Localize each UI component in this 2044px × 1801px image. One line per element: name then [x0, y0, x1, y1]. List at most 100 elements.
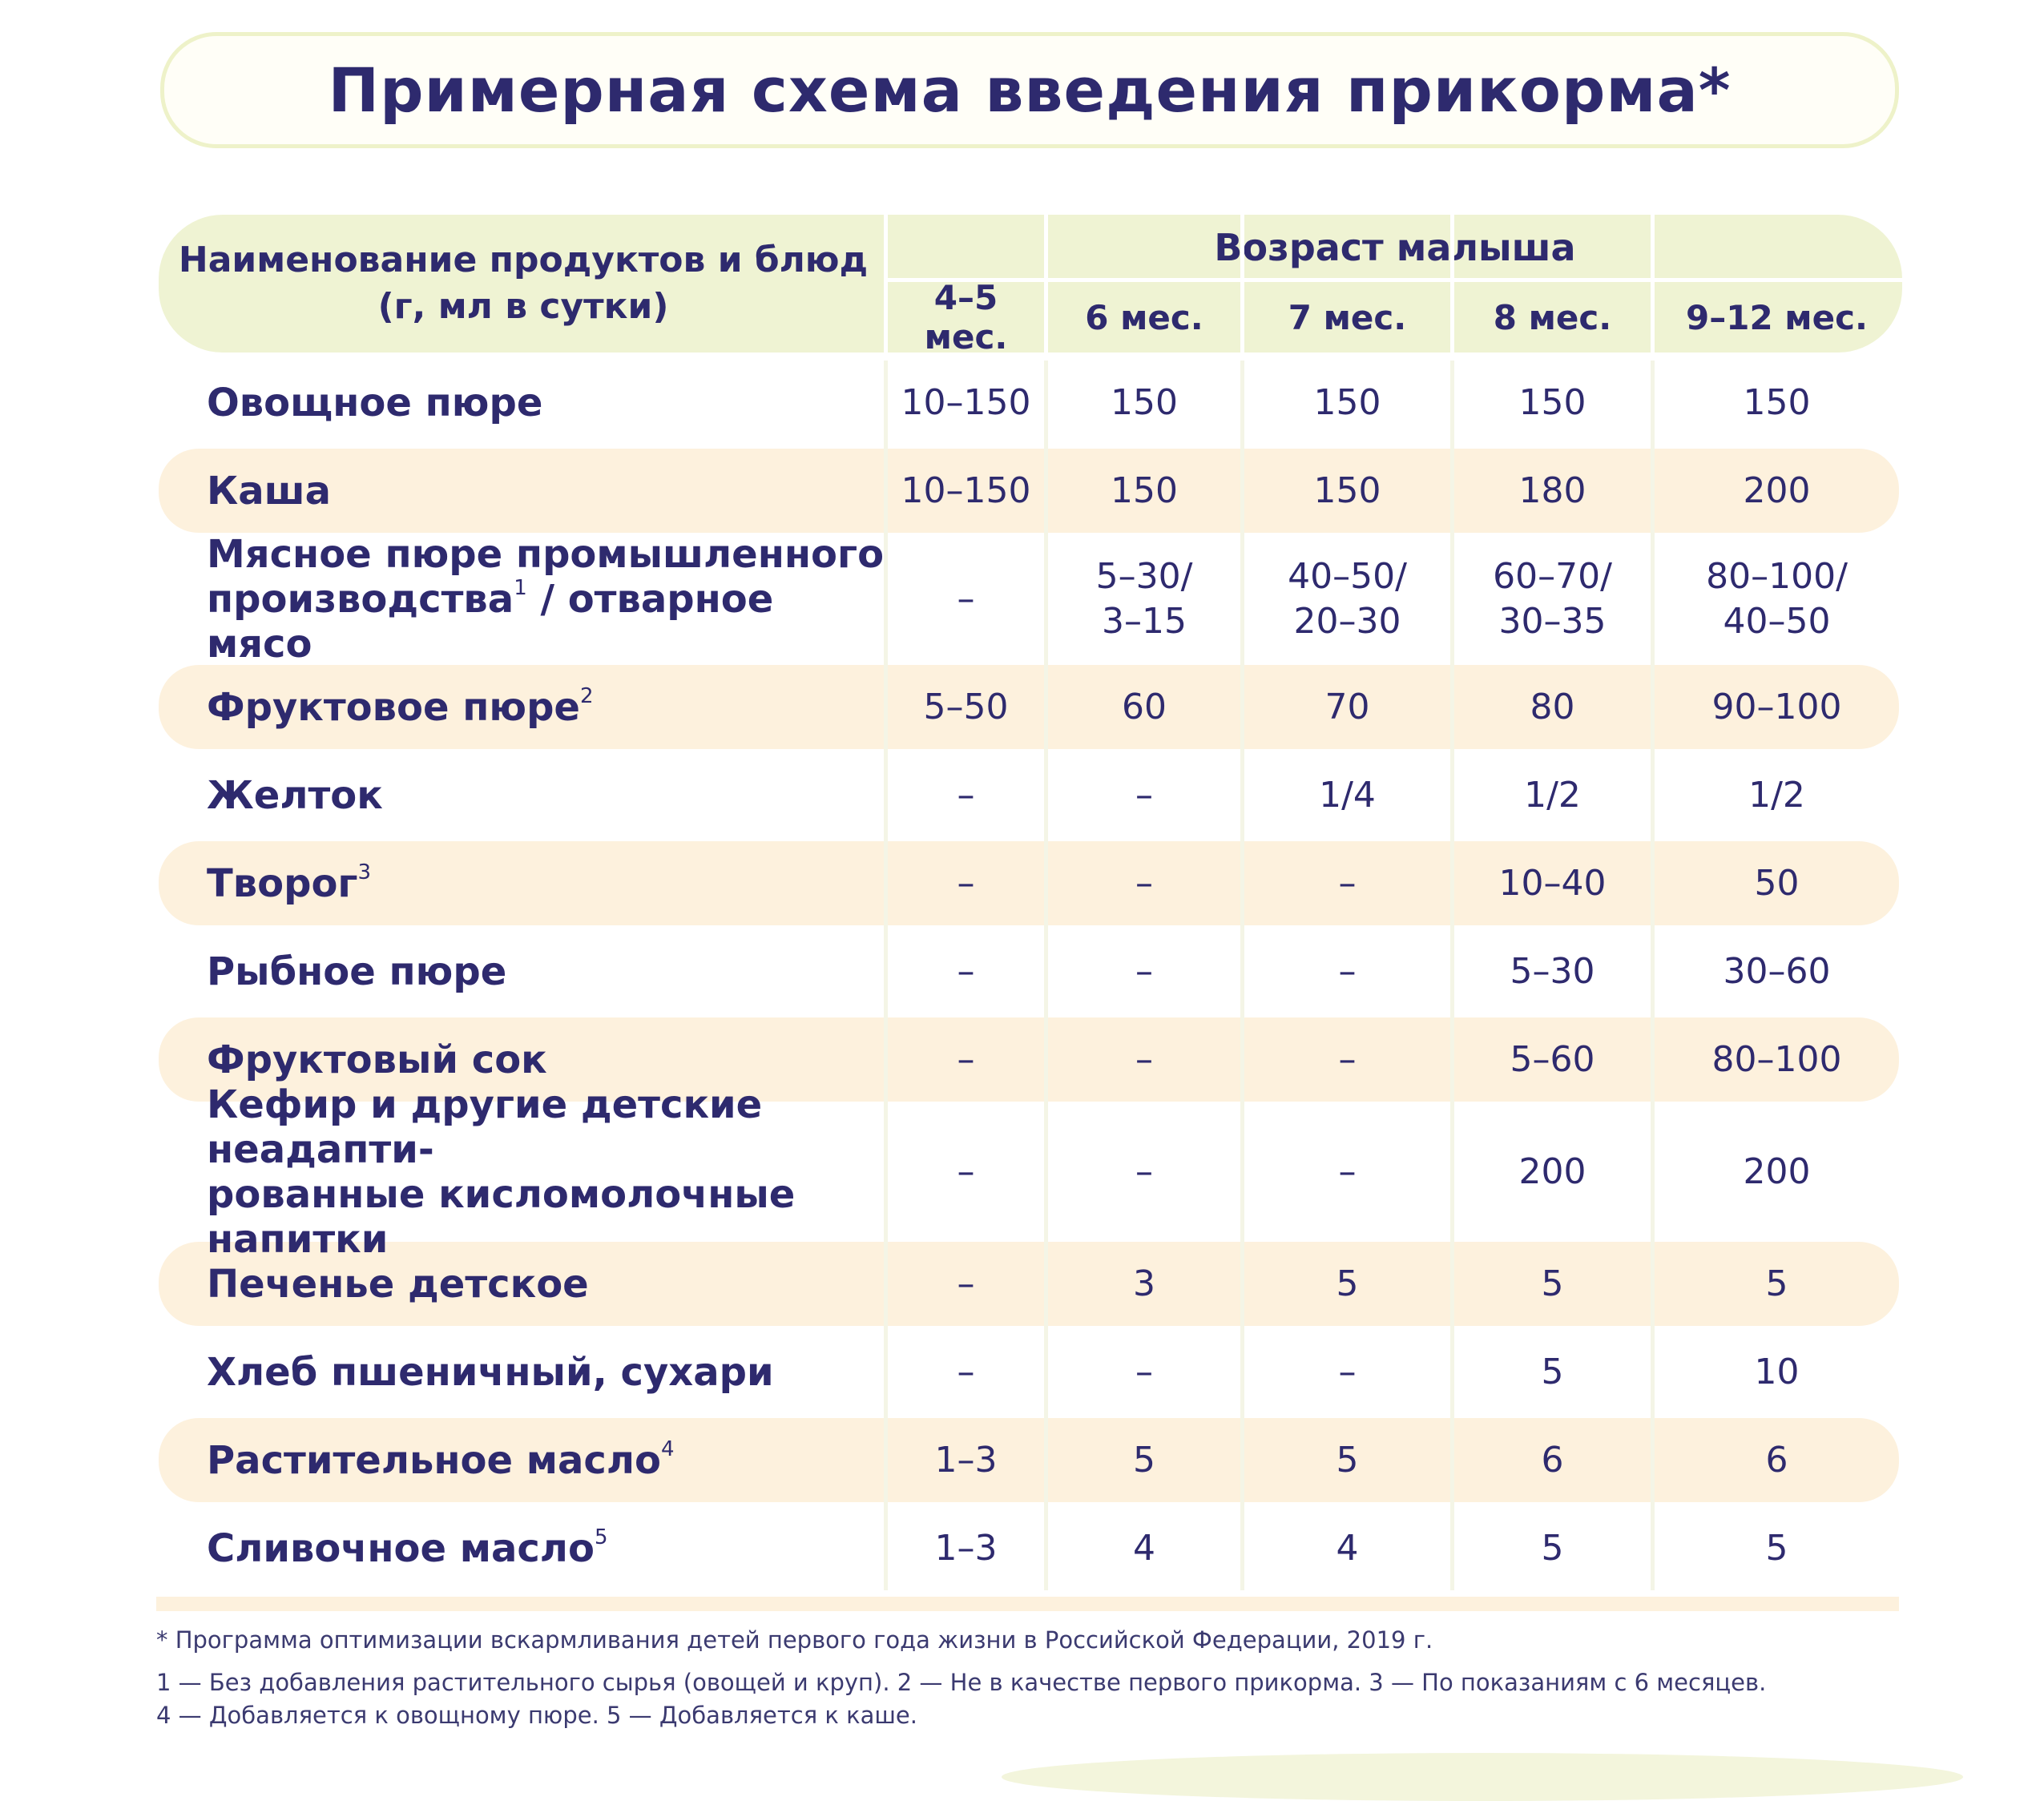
cell-value: 10–40	[1498, 862, 1607, 904]
cell-value: 150	[1111, 469, 1178, 511]
table-cell: 1/2	[1454, 753, 1651, 837]
table-cell: –	[888, 1330, 1044, 1414]
cell-value: 80–100/	[1706, 555, 1848, 597]
footnote-marker: 2	[579, 683, 594, 708]
cell-value: –	[1338, 862, 1357, 904]
product-name-line: Овощное пюре	[207, 380, 543, 425]
table-cell: 10	[1655, 1330, 1899, 1414]
cell-value: –	[957, 1150, 975, 1192]
cell-value: 70	[1324, 686, 1370, 727]
age-column-header: 7 мес.	[1288, 297, 1407, 337]
table-cell: 80–100/40–50	[1655, 537, 1899, 661]
table-cell: –	[1048, 1106, 1240, 1238]
cell-value: –	[957, 578, 975, 619]
cell-value: 180	[1518, 469, 1586, 511]
product-name-line: Растительное масло4	[207, 1436, 675, 1483]
product-name-line: Рыбное пюре	[207, 949, 507, 994]
table-cell: 6	[1655, 1418, 1899, 1502]
table-cell: –	[888, 841, 1044, 925]
age-column-header: 8 мес.	[1493, 297, 1612, 337]
column-divider	[1044, 361, 1048, 1590]
product-name: Кефир и другие детские неадапти-рованные…	[207, 1082, 888, 1262]
cell-value: –	[1338, 1150, 1357, 1192]
product-name: Желток	[207, 753, 888, 837]
table-cell: 1/2	[1655, 753, 1899, 837]
product-name-line: Фруктовое пюре2	[207, 683, 594, 730]
cell-value: 80	[1530, 686, 1575, 727]
cell-value: –	[1338, 950, 1357, 992]
header-divider	[888, 278, 1902, 282]
table-cell: 80–100	[1655, 1017, 1899, 1102]
source-footnote: * Программа оптимизации вскармливания де…	[156, 1626, 1433, 1654]
cell-value: 1–3	[934, 1439, 998, 1481]
table-cell: 5	[1244, 1418, 1450, 1502]
table-cell: 10–150	[888, 361, 1044, 445]
table-cell: 150	[1048, 361, 1240, 445]
table-cell: –	[1048, 1017, 1240, 1102]
table-cell: 1/4	[1244, 753, 1450, 837]
product-name-line: Сливочное масло5	[207, 1525, 608, 1571]
cell-value: 150	[1313, 469, 1381, 511]
table-cell: 5	[1244, 1242, 1450, 1326]
row-stripe	[159, 665, 1899, 749]
header-column-divider	[1240, 215, 1244, 353]
product-name-line: Мясное пюре промышленного	[207, 531, 885, 577]
product-name-line: Каша	[207, 468, 331, 514]
cell-value: –	[1135, 1150, 1153, 1192]
table-cell: 150	[1655, 361, 1899, 445]
cell-value: 40–50/	[1288, 555, 1407, 597]
product-name: Фруктовый сок	[207, 1017, 888, 1102]
cell-value: –	[1135, 774, 1153, 816]
cell-value: 5	[1336, 1263, 1359, 1304]
table-cell: 5	[1655, 1242, 1899, 1326]
cell-value: 1–3	[934, 1527, 998, 1569]
cell-value: 200	[1518, 1150, 1586, 1192]
product-name-line: Желток	[207, 772, 383, 818]
product-name: Рыбное пюре	[207, 929, 888, 1013]
page-title: Примерная схема введения прикорма*	[328, 54, 1732, 126]
cell-value: 5–50	[923, 686, 1009, 727]
cell-value: 10–150	[901, 469, 1031, 511]
cell-value: 5	[1541, 1351, 1564, 1392]
cell-value: 60–70/	[1493, 555, 1612, 597]
cell-value: 150	[1313, 381, 1381, 423]
cell-value: 20–30	[1293, 600, 1401, 642]
cell-value: –	[957, 862, 975, 904]
product-name-line: Печенье детское	[207, 1261, 589, 1307]
cell-value: –	[1135, 950, 1153, 992]
row-stripe	[159, 1418, 1899, 1502]
table-cell: 5	[1655, 1506, 1899, 1590]
table-cell: 10–150	[888, 449, 1044, 533]
product-name: Мясное пюре промышленного производства1 /…	[207, 532, 888, 667]
cell-value: 150	[1111, 381, 1178, 423]
table-cell: 3	[1048, 1242, 1240, 1326]
cell-value: –	[1135, 1038, 1153, 1080]
row-stripe	[159, 841, 1899, 925]
cell-value: 40–50	[1723, 600, 1831, 642]
cell-value: 6	[1765, 1439, 1788, 1481]
footnote-marker: 4	[660, 1436, 675, 1461]
cell-value: 90–100	[1711, 686, 1842, 727]
cell-value: 4	[1336, 1527, 1359, 1569]
cell-value: –	[1135, 862, 1153, 904]
product-name-line: Кефир и другие детские неадапти-	[207, 1082, 763, 1172]
footnote-marker: 1	[514, 575, 527, 600]
product-name: Творог3	[207, 841, 888, 925]
table-cell: 10–40	[1454, 841, 1651, 925]
table-cell: 1–3	[888, 1506, 1044, 1590]
table-cell: –	[888, 1242, 1044, 1326]
table-cell: –	[888, 929, 1044, 1013]
cell-value: –	[957, 950, 975, 992]
header-column-divider	[884, 215, 888, 353]
table-cell: 50	[1655, 841, 1899, 925]
cell-value: 6	[1541, 1439, 1564, 1481]
cell-value: 1/4	[1319, 774, 1376, 816]
table-cell: –	[1048, 929, 1240, 1013]
cell-value: 1/2	[1524, 774, 1581, 816]
cell-value: 150	[1743, 381, 1811, 423]
table-cell: –	[1244, 1106, 1450, 1238]
cell-value: 60	[1122, 686, 1167, 727]
table-cell: 200	[1655, 1106, 1899, 1238]
table-cell: 5	[1454, 1242, 1651, 1326]
column-divider	[1240, 361, 1244, 1590]
